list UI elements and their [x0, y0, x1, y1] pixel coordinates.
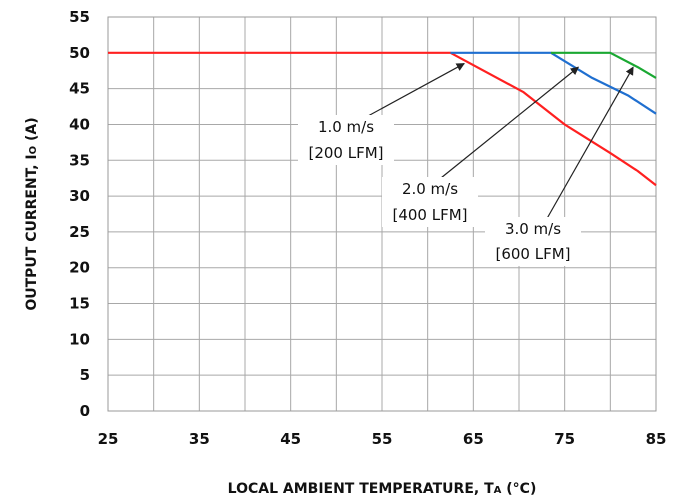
- x-tick-label: 35: [189, 430, 210, 448]
- plot-frame: [107, 16, 657, 412]
- x-tick-label: 45: [280, 430, 301, 448]
- y-tick-label: 55: [69, 8, 90, 26]
- annotation-backdrop: [298, 115, 394, 165]
- y-tick-label: 25: [69, 223, 90, 241]
- annotation-arrow: [544, 66, 634, 223]
- annotation-arrow: [435, 66, 580, 183]
- y-tick-label: 20: [69, 259, 90, 277]
- y-tick-label: 15: [69, 295, 90, 313]
- annotation-speed: 1.0 m/s: [318, 118, 374, 136]
- x-tick-label: 25: [98, 430, 119, 448]
- annotation-backdrop: [485, 217, 581, 266]
- y-tick-label: 5: [80, 366, 90, 384]
- annotations-group: 1.0 m/s [200 LFM] 2.0 m/s [400 LFM] 3.0 m/s […: [298, 63, 634, 266]
- annotation-lfm: [200 LFM]: [308, 144, 383, 162]
- x-tick-labels: 25 35 45 55 65 75 85: [98, 430, 667, 448]
- y-tick-label: 30: [69, 187, 90, 205]
- annotation-speed: 2.0 m/s: [402, 180, 458, 198]
- y-axis-title: OUTPUT CURRENT, IO (A): [24, 117, 40, 310]
- x-tick-label: 65: [463, 430, 484, 448]
- y-tick-label: 35: [69, 151, 90, 169]
- y-tick-labels: 0 5 10 15 20 25 30 35 40 45 50 55: [69, 8, 90, 420]
- series-line-3: [551, 51, 657, 79]
- x-tick-label: 85: [646, 430, 667, 448]
- x-tick-label: 55: [372, 430, 393, 448]
- y-tick-label: 50: [69, 44, 90, 62]
- x-tick-label: 75: [554, 430, 575, 448]
- annotation-speed: 3.0 m/s: [505, 220, 561, 238]
- series-group: [108, 51, 657, 187]
- annotation-backdrop: [382, 177, 478, 227]
- x-axis-title: LOCAL AMBIENT TEMPERATURE, TA (°C): [228, 481, 537, 497]
- y-tick-label: 40: [69, 115, 90, 133]
- y-tick-label: 10: [69, 330, 90, 348]
- series-line-2: [450, 51, 657, 115]
- annotation-lfm: [400 LFM]: [392, 206, 467, 224]
- y-tick-label: 0: [80, 402, 90, 420]
- y-tick-label: 45: [69, 80, 90, 98]
- annotation-lfm: [600 LFM]: [495, 245, 570, 263]
